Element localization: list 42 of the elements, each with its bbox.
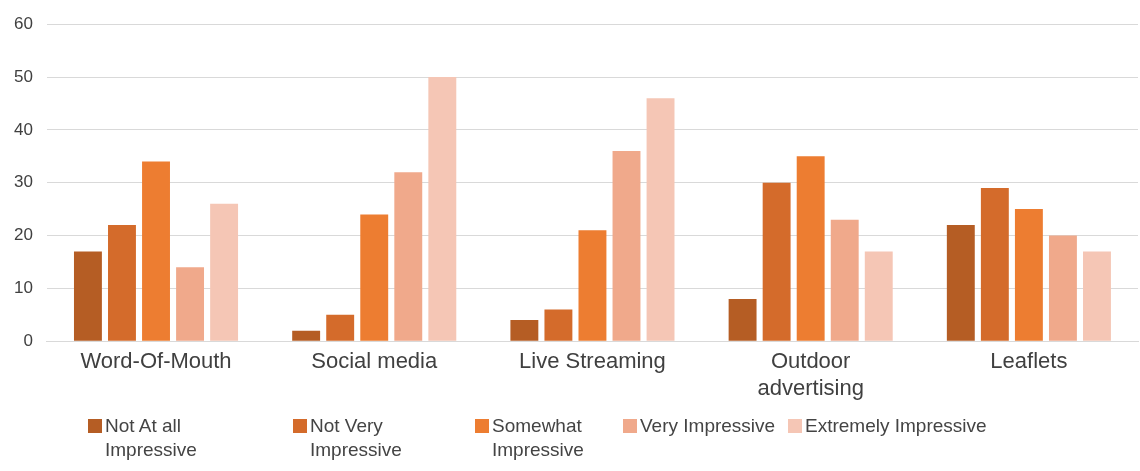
bar [73,251,102,341]
bar [544,309,573,341]
bar [1083,251,1111,341]
bar [762,182,791,341]
bar [578,230,607,341]
bar [980,187,1009,341]
bar [864,251,893,341]
bar [142,161,170,341]
bar [1014,209,1043,341]
y-tick-label: 20 [13,225,33,245]
y-tick-label: 60 [13,13,33,33]
bar [108,224,136,341]
bar [176,267,205,341]
x-tick-label: Outdoor advertising [757,348,864,400]
legend-label: Not Very Impressive [310,414,403,462]
bar [646,98,675,341]
legend-label: Very Impressive [640,414,776,438]
legend-label: Somewhat Impressive [492,414,585,462]
bar [728,298,757,341]
x-tick-label: Social media [311,348,438,374]
y-tick-label: 40 [13,119,33,139]
bar [946,224,975,341]
x-tick-label: Live Streaming [519,348,666,374]
bar [428,77,457,341]
y-tick-label: 10 [13,278,33,298]
x-tick-label: Word-Of-Mouth [80,348,232,374]
bar [612,151,641,341]
bar [210,203,239,341]
bar [1048,235,1077,341]
bar [292,330,321,341]
bar [394,172,423,341]
legend-label: Extremely Impressive [805,414,987,438]
y-tick-label: 0 [23,330,33,350]
bar [326,314,355,341]
y-tick-label: 30 [13,172,33,192]
bar [796,156,825,341]
y-tick-label: 50 [13,66,33,86]
legend-label: Not At all Impressive [105,414,198,462]
bar [360,214,389,341]
bar [830,219,859,341]
x-tick-label: Leaflets [990,348,1068,374]
bar [510,320,539,341]
